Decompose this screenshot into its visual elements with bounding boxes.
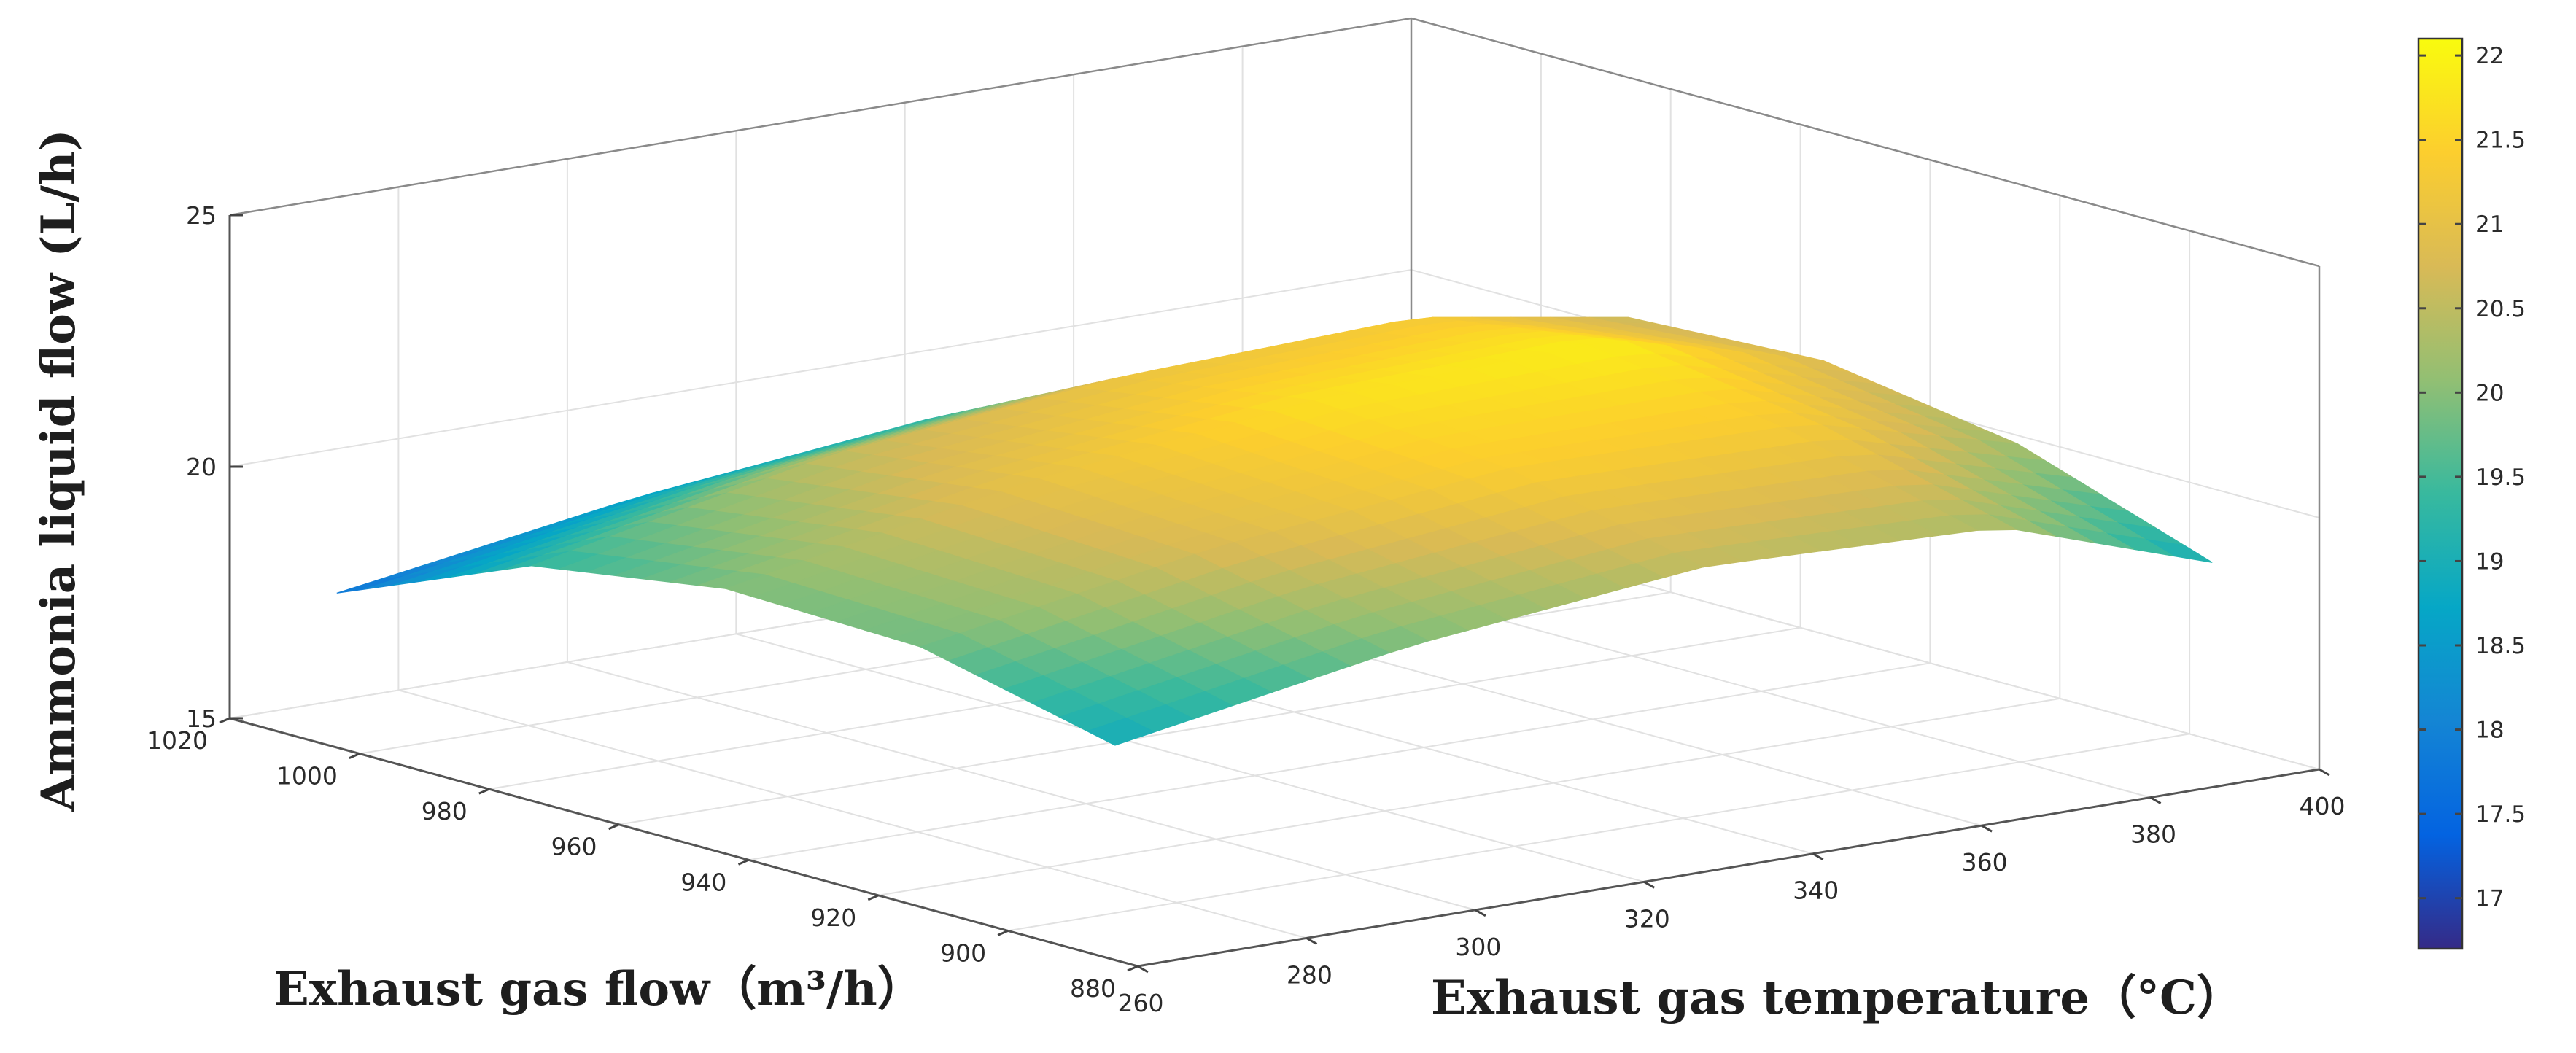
y-tick-label: 300 <box>1455 933 1501 961</box>
y-tick-mark <box>1812 852 1824 861</box>
x-tick-label: 940 <box>680 868 726 896</box>
x-tick-label: 960 <box>551 833 597 861</box>
x-tick-label: 980 <box>422 797 468 825</box>
y-tick-mark <box>1137 965 1149 974</box>
colorbar-frame <box>2417 37 2464 950</box>
x-tick-label: 880 <box>1070 974 1116 1003</box>
x-tick-mark <box>349 753 360 759</box>
colorbar: 17 17.5 18 18.5 19 19.5 20 20.5 21 21.5 22 <box>2417 37 2526 950</box>
z-axis-title: Ammonia liquid flow (L/h) <box>31 129 86 812</box>
y-tick-label: 260 <box>1118 989 1164 1017</box>
x-tick-mark <box>997 930 1009 936</box>
y-tick-mark <box>1475 909 1486 917</box>
floor-gridline-x <box>878 697 2060 896</box>
colorbar-fill <box>2418 39 2462 949</box>
z-tick-label: 15 <box>186 704 217 733</box>
colorbar-tick-label: 20 <box>2475 380 2504 406</box>
colorbar-tick-label: 21 <box>2475 211 2504 238</box>
x-tick-label: 920 <box>810 904 856 932</box>
y-axis-line <box>1137 768 2320 968</box>
surface-patch <box>1086 717 1156 746</box>
colorbar-tick-label: 21.5 <box>2475 128 2526 154</box>
x-tick-label: 900 <box>940 939 986 967</box>
colorbar-tick-label: 20.5 <box>2475 296 2526 322</box>
floor-gridline-y <box>398 689 1307 939</box>
floor-gridline-x <box>1007 733 2190 932</box>
x-tick-mark <box>478 788 490 795</box>
y-tick-label: 340 <box>1793 877 1839 905</box>
x-axis-line <box>229 717 1138 968</box>
y-tick-mark <box>1643 880 1656 889</box>
colorbar-tick-label: 18.5 <box>2475 633 2526 659</box>
floor-gridline-x <box>618 626 1801 825</box>
colorbar-tick-label: 17 <box>2475 886 2504 912</box>
colorbar-ticks: 17 17.5 18 18.5 19 19.5 20 20.5 21 21.5 22 <box>2418 43 2526 912</box>
x-tick-mark <box>867 894 879 901</box>
x-tick-mark <box>219 717 230 724</box>
tick-layer: 880 900 920 940 960 980 1000 1020 260 280 300 320 34… <box>147 201 2345 1017</box>
colorbar-tick-label: 18 <box>2475 718 2504 744</box>
x-tick-label: 1020 <box>147 726 208 755</box>
z-tick-label: 20 <box>186 453 217 481</box>
colorbar-tick-label: 19.5 <box>2475 465 2526 491</box>
x-axis-title: Exhaust gas flow（m³/h） <box>273 962 924 1017</box>
colorbar-tick-label: 17.5 <box>2475 801 2526 828</box>
x-tick-mark <box>1127 965 1138 972</box>
y-tick-label: 280 <box>1287 960 1332 989</box>
y-axis-title: Exhaust gas temperature（°C） <box>1431 971 2243 1025</box>
y-tick-label: 320 <box>1624 904 1670 933</box>
x-tick-mark <box>737 858 750 866</box>
y-tick-label: 380 <box>2130 820 2176 849</box>
y-tick-mark <box>2149 796 2162 804</box>
box-edge <box>229 17 1412 217</box>
wall-gridline-z <box>229 269 1412 467</box>
y-tick-mark <box>1306 937 1318 945</box>
surface-layer <box>336 316 2213 746</box>
floor-gridline-x <box>748 662 1931 861</box>
x-tick-label: 1000 <box>276 762 338 790</box>
y-tick-mark <box>1981 824 1993 833</box>
x-tick-mark <box>608 823 620 831</box>
y-tick-label: 360 <box>1962 848 2008 877</box>
colorbar-tick-label: 19 <box>2475 548 2504 575</box>
floor-gridline-y <box>567 661 1476 911</box>
box-edge <box>1411 17 2320 268</box>
floor-gridline-y <box>736 633 1645 883</box>
y-tick-label: 400 <box>2300 792 2346 820</box>
z-tick-label: 25 <box>186 201 217 230</box>
y-tick-mark <box>2319 768 2330 777</box>
colorbar-tick-label: 22 <box>2475 43 2504 69</box>
